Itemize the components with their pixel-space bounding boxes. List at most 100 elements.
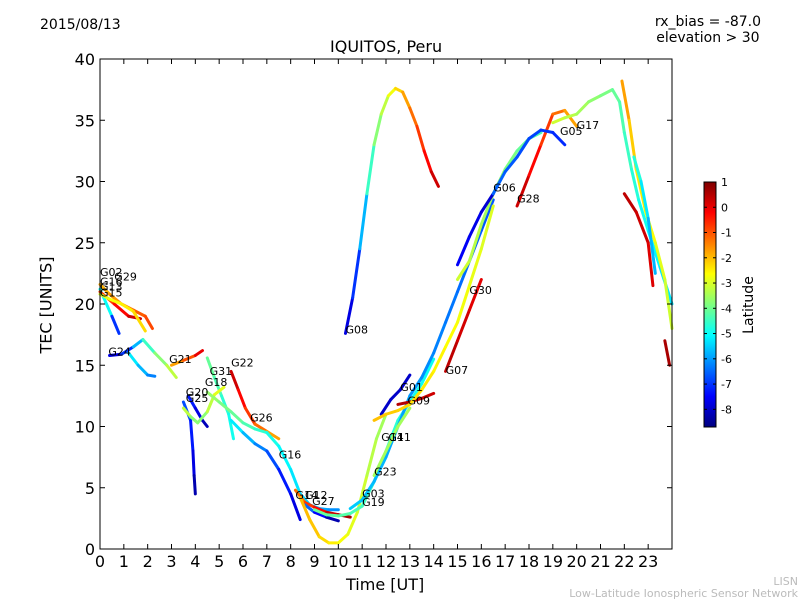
prn-label: G07 [446,364,469,377]
prn-label: G13 [100,281,123,294]
series-segment [108,297,123,306]
series-segment [253,442,269,453]
series-segment [503,155,519,174]
series-segment [467,222,483,263]
series-segment [408,382,424,404]
series-g31 [205,356,235,441]
series-segment [181,406,193,419]
series-g28 [515,108,579,208]
x-tick-label: 1 [119,552,129,571]
series-segment [396,402,412,413]
series-segment [317,535,331,545]
series-segment [587,94,602,104]
colorbar-tick-label: -4 [721,302,732,315]
series-segment [432,345,448,373]
series-segment [408,388,424,406]
prn-label: G17 [577,119,600,132]
series-segment [143,314,154,330]
series-segment [491,170,507,196]
series-segment [408,106,419,128]
series-segment [467,210,483,239]
prn-label: G08 [345,323,368,336]
series-segment [303,503,316,514]
colorbar-tick-label: -1 [721,227,732,240]
series-segment [634,210,650,245]
prn-label: G03 [362,488,385,501]
series-segment [127,351,140,367]
series-segment [386,86,398,98]
series-segment [98,292,112,301]
series-segment [432,320,448,355]
series-g26 [205,390,340,512]
series-segment [141,338,157,355]
series-segment [503,149,519,171]
series-segment [253,422,269,433]
series-segment [398,373,412,392]
series-segment [189,415,200,425]
series-segment [170,358,185,367]
series-g24b [127,351,157,378]
series-segment [444,290,459,324]
x-tick-label: 15 [447,552,467,571]
x-tick-label: 13 [400,552,420,571]
series-segment [298,496,312,522]
series-segment [136,363,150,377]
y-tick-label: 35 [75,111,95,130]
x-axis-label: Time [UT] [346,575,425,594]
series-segment [372,412,388,422]
series-g01 [379,373,412,416]
prn-label: G29 [114,271,137,284]
colorbar [703,181,717,428]
series-g04 [663,339,672,367]
colorbar-tick-label: -2 [721,252,732,265]
series-g06 [456,192,495,267]
y-tick-label: 25 [75,234,95,253]
series-segment [444,320,459,349]
series-segment [479,204,495,251]
series-segment [253,427,269,435]
series-segment [415,124,426,153]
colorbar-tick-label: 1 [721,176,728,189]
elevation-label: elevation > 30 [656,30,760,46]
prn-label: G15 [100,287,123,300]
x-tick-label: 6 [238,552,248,571]
x-tick-label: 22 [614,552,634,571]
series-segment [365,437,378,477]
series-segment [575,100,591,116]
series-segment [444,339,459,373]
prn-label: G18 [205,376,228,389]
prn-label: G21 [169,353,192,366]
x-tick-label: 21 [590,552,610,571]
series-segment [663,339,672,367]
series-segment [637,198,650,232]
series-segment [308,518,321,539]
x-tick-label: 19 [543,552,563,571]
series-segment [622,131,633,171]
x-tick-label: 16 [471,552,491,571]
x-tick-label: 8 [286,552,296,571]
prn-label: G23 [374,466,397,479]
colorbar-tick-label: -5 [721,328,732,341]
prn-label: G24 [108,345,131,358]
series-segment [372,455,388,484]
prn-label: G05 [560,125,583,138]
colorbar-tick-label: 0 [721,201,728,214]
series-g23 [372,406,412,477]
prn-label: G31 [210,365,233,378]
colorbar-tick-label: -6 [721,353,732,366]
series-segment [313,505,328,514]
series-segment [365,143,376,196]
series-segment [384,425,400,453]
prn-label: G14 [295,489,318,502]
prn-label: G16 [279,448,302,461]
series-segment [303,500,316,509]
series-segment [191,449,196,477]
series-segment [193,349,204,357]
series-segment [189,418,195,453]
prn-label: G11 [388,431,411,444]
series-segment [379,398,393,416]
series-segment [217,400,233,414]
rx-bias-elevation: rx_bias = -87.0 elevation > 30 [655,14,761,46]
series-segment [227,412,235,441]
